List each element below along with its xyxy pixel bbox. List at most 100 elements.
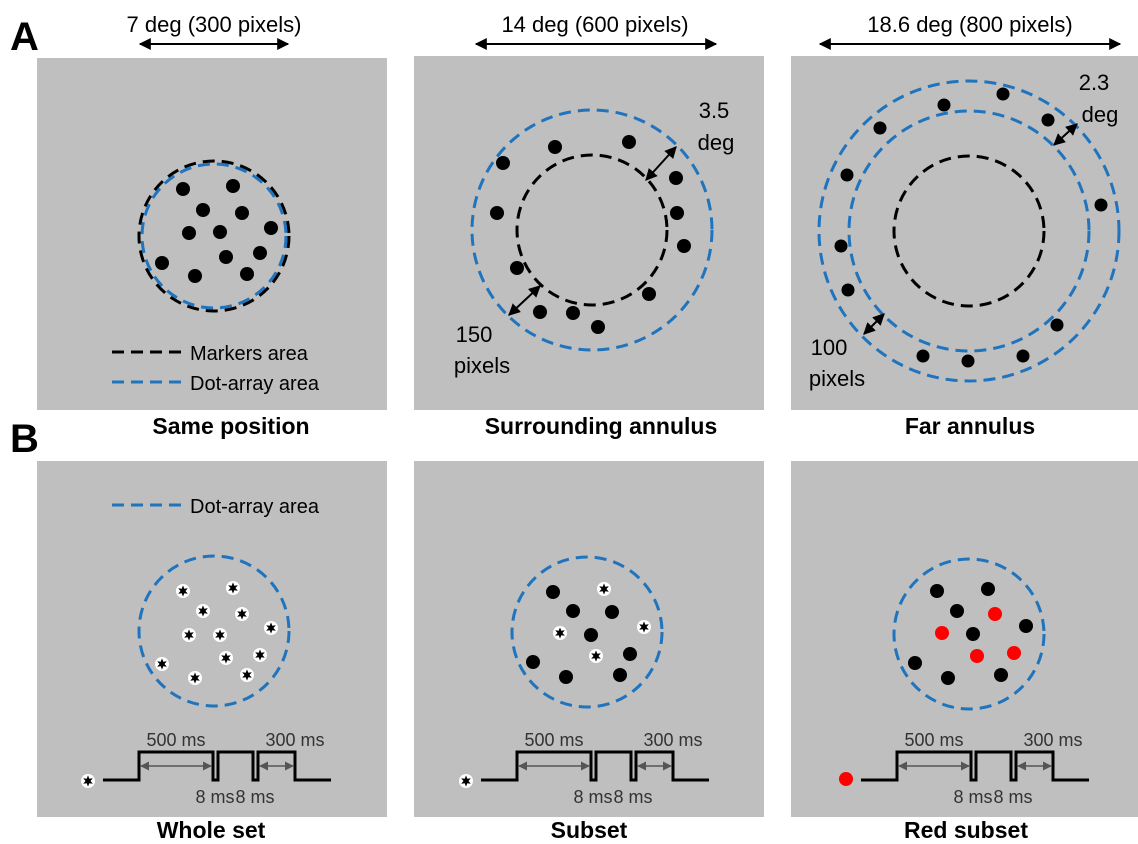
section-label-b: B: [10, 417, 39, 461]
dot-array-outer-circle: [817, 79, 1121, 383]
gap-deg-unit: deg: [698, 130, 735, 155]
star-marker-dot: [235, 607, 249, 621]
marker-dots-b1: [155, 581, 278, 685]
dot: [219, 250, 233, 264]
star-marker-dot: [553, 626, 567, 640]
panel-title-subset: Subset: [551, 817, 628, 843]
panel-same-position: [37, 58, 387, 410]
dot-array-area-circle: [140, 162, 288, 310]
dot: [1041, 113, 1055, 127]
dot: [490, 206, 504, 220]
dot: [677, 239, 691, 253]
dot: [613, 668, 627, 682]
star-marker-dot: [182, 628, 196, 642]
duration-last-label: 300 ms: [1023, 730, 1082, 750]
star-marker-dot: [589, 649, 603, 663]
red-dot: [1007, 646, 1021, 660]
star-marker-dot: [264, 621, 278, 635]
dot: [670, 206, 684, 220]
star-marker-dot: [459, 774, 473, 788]
dot: [510, 261, 524, 275]
timeline-subset: 500 ms 8 ms 8 ms 300 ms: [459, 730, 709, 807]
dots-a2: [490, 135, 691, 334]
markers-area-circle: [892, 154, 1046, 308]
dot: [264, 221, 278, 235]
duration-last-label: 300 ms: [265, 730, 324, 750]
panel-title-red-subset: Red subset: [904, 817, 1028, 843]
dot: [196, 203, 210, 217]
duration-gap-label: 8 ms: [613, 787, 652, 807]
red-dot: [988, 607, 1002, 621]
star-marker-dot: [155, 657, 169, 671]
dot: [226, 179, 240, 193]
red-dot: [970, 649, 984, 663]
width-label-1: 7 deg (300 pixels): [127, 12, 302, 37]
timeline-whole-set: 500 ms 8 ms 8 ms 300 ms: [81, 730, 331, 807]
dot: [182, 226, 196, 240]
dot: [584, 628, 598, 642]
duration-first-label: 500 ms: [524, 730, 583, 750]
gap-px-unit: pixels: [809, 366, 865, 391]
gap-arrow-deg: [1053, 123, 1078, 146]
star-marker-dot: [226, 581, 240, 595]
duration-gap-label: 8 ms: [195, 787, 234, 807]
dot: [622, 135, 636, 149]
marker-dots-b2: [553, 582, 651, 663]
star-marker-dot: [213, 628, 227, 642]
panel-title-whole-set: Whole set: [157, 817, 266, 843]
dot: [155, 256, 169, 270]
dot: [669, 171, 683, 185]
dot: [840, 168, 854, 182]
duration-first-label: 500 ms: [146, 730, 205, 750]
duration-last-label: 300 ms: [643, 730, 702, 750]
star-marker-dot: [240, 668, 254, 682]
dot: [235, 206, 249, 220]
dot: [176, 182, 190, 196]
dot: [873, 121, 887, 135]
gap-px-value: 150: [456, 322, 493, 347]
star-marker-dot: [637, 620, 651, 634]
markers-area-circle: [137, 159, 291, 313]
dot: [941, 671, 955, 685]
gap-px-unit: pixels: [454, 353, 510, 378]
dots-a1: [155, 179, 278, 283]
cue-red-dot: [839, 772, 853, 786]
star-marker-dot: [597, 582, 611, 596]
markers-area-circle: [515, 153, 669, 307]
dot-array-area-circle: [892, 557, 1046, 711]
dot: [526, 655, 540, 669]
dot: [566, 604, 580, 618]
dot: [240, 267, 254, 281]
section-label-a: A: [10, 15, 39, 59]
red-dots-b3: [935, 607, 1021, 663]
dot: [546, 585, 560, 599]
dot: [559, 670, 573, 684]
duration-gap-label: 8 ms: [573, 787, 612, 807]
duration-gap-label: 8 ms: [993, 787, 1032, 807]
dot-array-inner-circle: [847, 109, 1091, 353]
star-marker-dot: [176, 584, 190, 598]
red-dot: [935, 626, 949, 640]
panel-title-far-annulus: Far annulus: [905, 413, 1035, 439]
star-marker-dot: [196, 604, 210, 618]
legend-dots-label: Dot-array area: [190, 373, 320, 395]
gap-arrow-px: [863, 313, 885, 335]
dots-b2: [526, 585, 637, 684]
dot-array-area-circle: [137, 554, 291, 708]
dot: [213, 225, 227, 239]
legend-dots-label: Dot-array area: [190, 496, 320, 518]
dot-array-area-circle: [510, 555, 664, 709]
gap-px-value: 100: [811, 335, 848, 360]
dots-a3: [834, 87, 1108, 368]
dot: [1016, 349, 1030, 363]
dot: [937, 98, 951, 112]
dot: [591, 320, 605, 334]
dot: [548, 140, 562, 154]
dot: [496, 156, 510, 170]
duration-first-label: 500 ms: [904, 730, 963, 750]
panel-red-subset: [791, 461, 1138, 817]
gap-arrow-deg: [645, 146, 677, 181]
dot: [1019, 619, 1033, 633]
star-marker-dot: [81, 774, 95, 788]
